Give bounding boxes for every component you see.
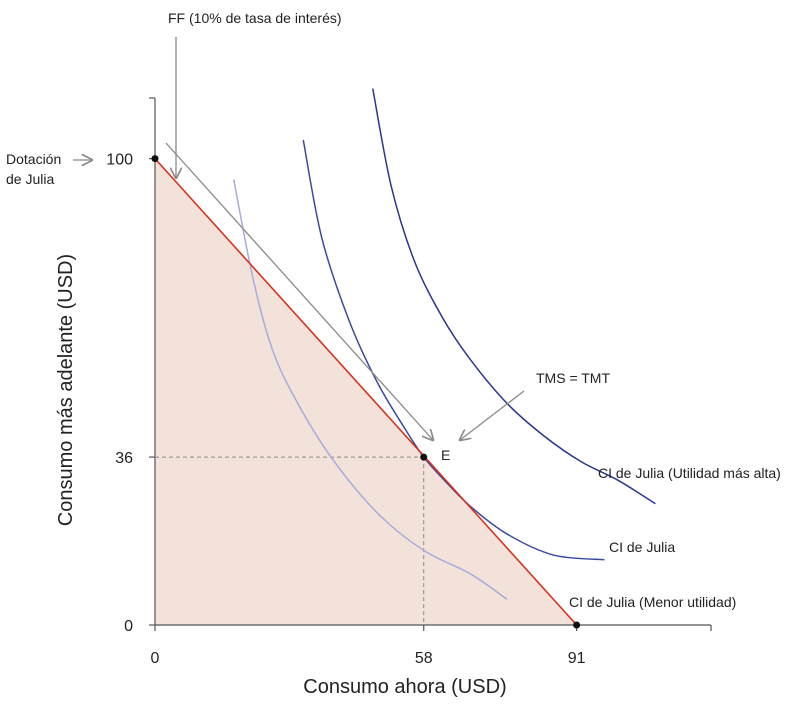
ci-high-label: CI de Julia (Utilidad más alta) — [598, 465, 781, 481]
x-tick-label: 58 — [415, 650, 433, 667]
y-tick-label: 36 — [115, 450, 133, 467]
x-axis-title: Consumo ahora (USD) — [303, 676, 506, 698]
ff-label: FF (10% de tasa de interés) — [168, 10, 342, 26]
budget-x-intercept-point — [573, 621, 581, 629]
indifference-curve-high — [372, 88, 656, 505]
ff-parallel-arrow — [165, 142, 433, 440]
endowment-label-line1: Dotación — [6, 151, 61, 167]
tms-label: TMS = TMT — [536, 370, 610, 386]
indifference-curve-low — [233, 179, 508, 600]
y-tick-label: 100 — [106, 152, 133, 169]
tms-arrow — [460, 390, 525, 440]
equilibrium-point-e — [420, 453, 428, 461]
endowment-label-line2: de Julia — [6, 171, 54, 187]
e-label: E — [441, 447, 450, 463]
x-tick-label: 0 — [151, 650, 160, 667]
endowment-point — [151, 155, 159, 163]
ci-low-label: CI de Julia (Menor utilidad) — [569, 594, 736, 610]
y-tick-label: 0 — [124, 618, 133, 635]
ci-mid-label: CI de Julia — [609, 539, 675, 555]
x-tick-label: 91 — [568, 650, 586, 667]
budget-constraint-line — [154, 158, 578, 626]
y-axis-title: Consumo más adelante (USD) — [55, 254, 77, 526]
